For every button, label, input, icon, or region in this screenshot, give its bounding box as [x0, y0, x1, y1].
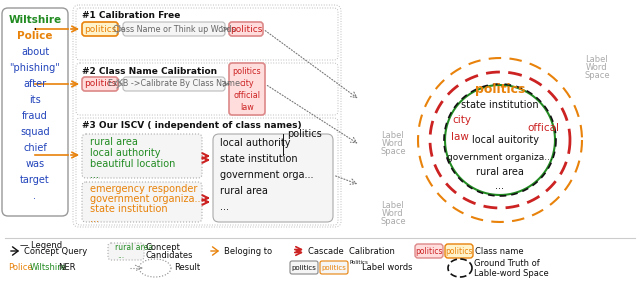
FancyBboxPatch shape [82, 77, 118, 91]
Text: government organiza..: government organiza.. [90, 194, 200, 204]
Text: "phishing": "phishing" [10, 63, 60, 73]
Text: ExKB ->Calibrate By Class Name: ExKB ->Calibrate By Class Name [108, 80, 240, 88]
FancyBboxPatch shape [82, 134, 202, 178]
FancyBboxPatch shape [229, 63, 265, 115]
Text: state institution: state institution [461, 100, 539, 110]
Text: emergency responder: emergency responder [90, 184, 197, 194]
Text: government organiza...: government organiza... [447, 154, 553, 163]
Text: Word: Word [586, 64, 608, 72]
Text: chief: chief [23, 143, 47, 153]
Text: ...: ... [117, 250, 124, 260]
Text: NER: NER [58, 264, 76, 272]
Text: Label words: Label words [362, 264, 413, 272]
Text: Police: Police [8, 264, 33, 272]
Text: Wiltshire: Wiltshire [8, 15, 61, 25]
Text: ...: ... [220, 202, 229, 212]
Text: rural area: rural area [220, 186, 268, 196]
Text: Concept: Concept [146, 244, 181, 253]
Text: Cascade  Calibration: Cascade Calibration [308, 247, 395, 255]
Text: local authority: local authority [220, 138, 291, 148]
Text: rural area: rural area [115, 243, 153, 251]
Text: ...: ... [90, 170, 99, 180]
Text: Police: Police [17, 31, 52, 41]
Text: about: about [21, 47, 49, 57]
FancyBboxPatch shape [82, 22, 118, 36]
Text: offical: offical [527, 123, 559, 133]
Text: Space: Space [584, 71, 610, 81]
Text: .: . [33, 191, 36, 201]
FancyBboxPatch shape [229, 22, 263, 36]
Text: its: its [29, 95, 41, 105]
Text: squad: squad [20, 127, 50, 137]
FancyBboxPatch shape [213, 134, 333, 222]
Text: Politics: Politics [349, 261, 368, 265]
Text: Label: Label [381, 201, 404, 209]
FancyBboxPatch shape [123, 77, 225, 91]
Text: law: law [240, 102, 254, 112]
Text: #1 Calibration Free: #1 Calibration Free [82, 12, 180, 20]
Text: Class Name or Think up Words: Class Name or Think up Words [113, 25, 236, 33]
FancyBboxPatch shape [123, 22, 225, 36]
Text: rural area: rural area [90, 137, 138, 147]
Text: Space: Space [380, 216, 406, 226]
Text: official: official [234, 91, 260, 99]
Text: city: city [452, 115, 472, 125]
Text: politics: politics [475, 84, 525, 96]
Text: Result: Result [174, 264, 200, 272]
Text: state institution: state institution [220, 154, 298, 164]
Text: Word: Word [382, 209, 404, 217]
Text: state institution: state institution [90, 204, 168, 214]
Text: Class name: Class name [475, 247, 524, 255]
Text: Ground Truth of: Ground Truth of [474, 260, 540, 268]
Text: ...: ... [495, 181, 504, 191]
Text: beautiful location: beautiful location [90, 159, 175, 169]
Text: Concept Query: Concept Query [24, 247, 87, 255]
Text: government orga...: government orga... [220, 170, 314, 180]
Text: Space: Space [380, 147, 406, 156]
Text: local auitority: local auitority [472, 135, 538, 145]
Text: Wiltshire: Wiltshire [30, 264, 67, 272]
Text: Label: Label [381, 130, 404, 140]
Text: — Legend: — Legend [20, 241, 62, 250]
Text: law: law [451, 132, 469, 142]
Text: politics: politics [233, 67, 261, 75]
Text: politics: politics [292, 265, 316, 271]
Text: #3 Our ISCV ( independent of class names): #3 Our ISCV ( independent of class names… [82, 122, 301, 130]
FancyBboxPatch shape [415, 244, 443, 258]
FancyBboxPatch shape [320, 261, 348, 274]
FancyBboxPatch shape [290, 261, 318, 274]
Text: was: was [26, 159, 45, 169]
Text: politics: politics [321, 265, 346, 271]
FancyBboxPatch shape [2, 8, 68, 216]
Text: politics: politics [445, 247, 473, 255]
Text: Label: Label [586, 56, 609, 64]
Text: city: city [240, 78, 254, 88]
FancyBboxPatch shape [445, 244, 473, 258]
Text: after: after [24, 79, 47, 89]
Text: politics: politics [287, 129, 322, 139]
Text: Beloging to: Beloging to [224, 247, 272, 255]
Text: politics: politics [415, 247, 443, 255]
Text: rural area: rural area [476, 167, 524, 177]
Text: ...: ... [90, 214, 99, 224]
Text: Lable-word Space: Lable-word Space [474, 268, 548, 278]
Text: local authority: local authority [90, 148, 161, 158]
FancyBboxPatch shape [108, 243, 144, 260]
Text: politics: politics [84, 80, 116, 88]
Text: politics: politics [230, 25, 262, 33]
Text: #2 Class Name Calibration: #2 Class Name Calibration [82, 67, 217, 75]
Text: target: target [20, 175, 50, 185]
Text: Candidates: Candidates [146, 250, 193, 260]
Text: Word: Word [382, 139, 404, 147]
FancyBboxPatch shape [82, 182, 202, 222]
Text: fraud: fraud [22, 111, 48, 121]
Text: politics: politics [84, 25, 116, 33]
